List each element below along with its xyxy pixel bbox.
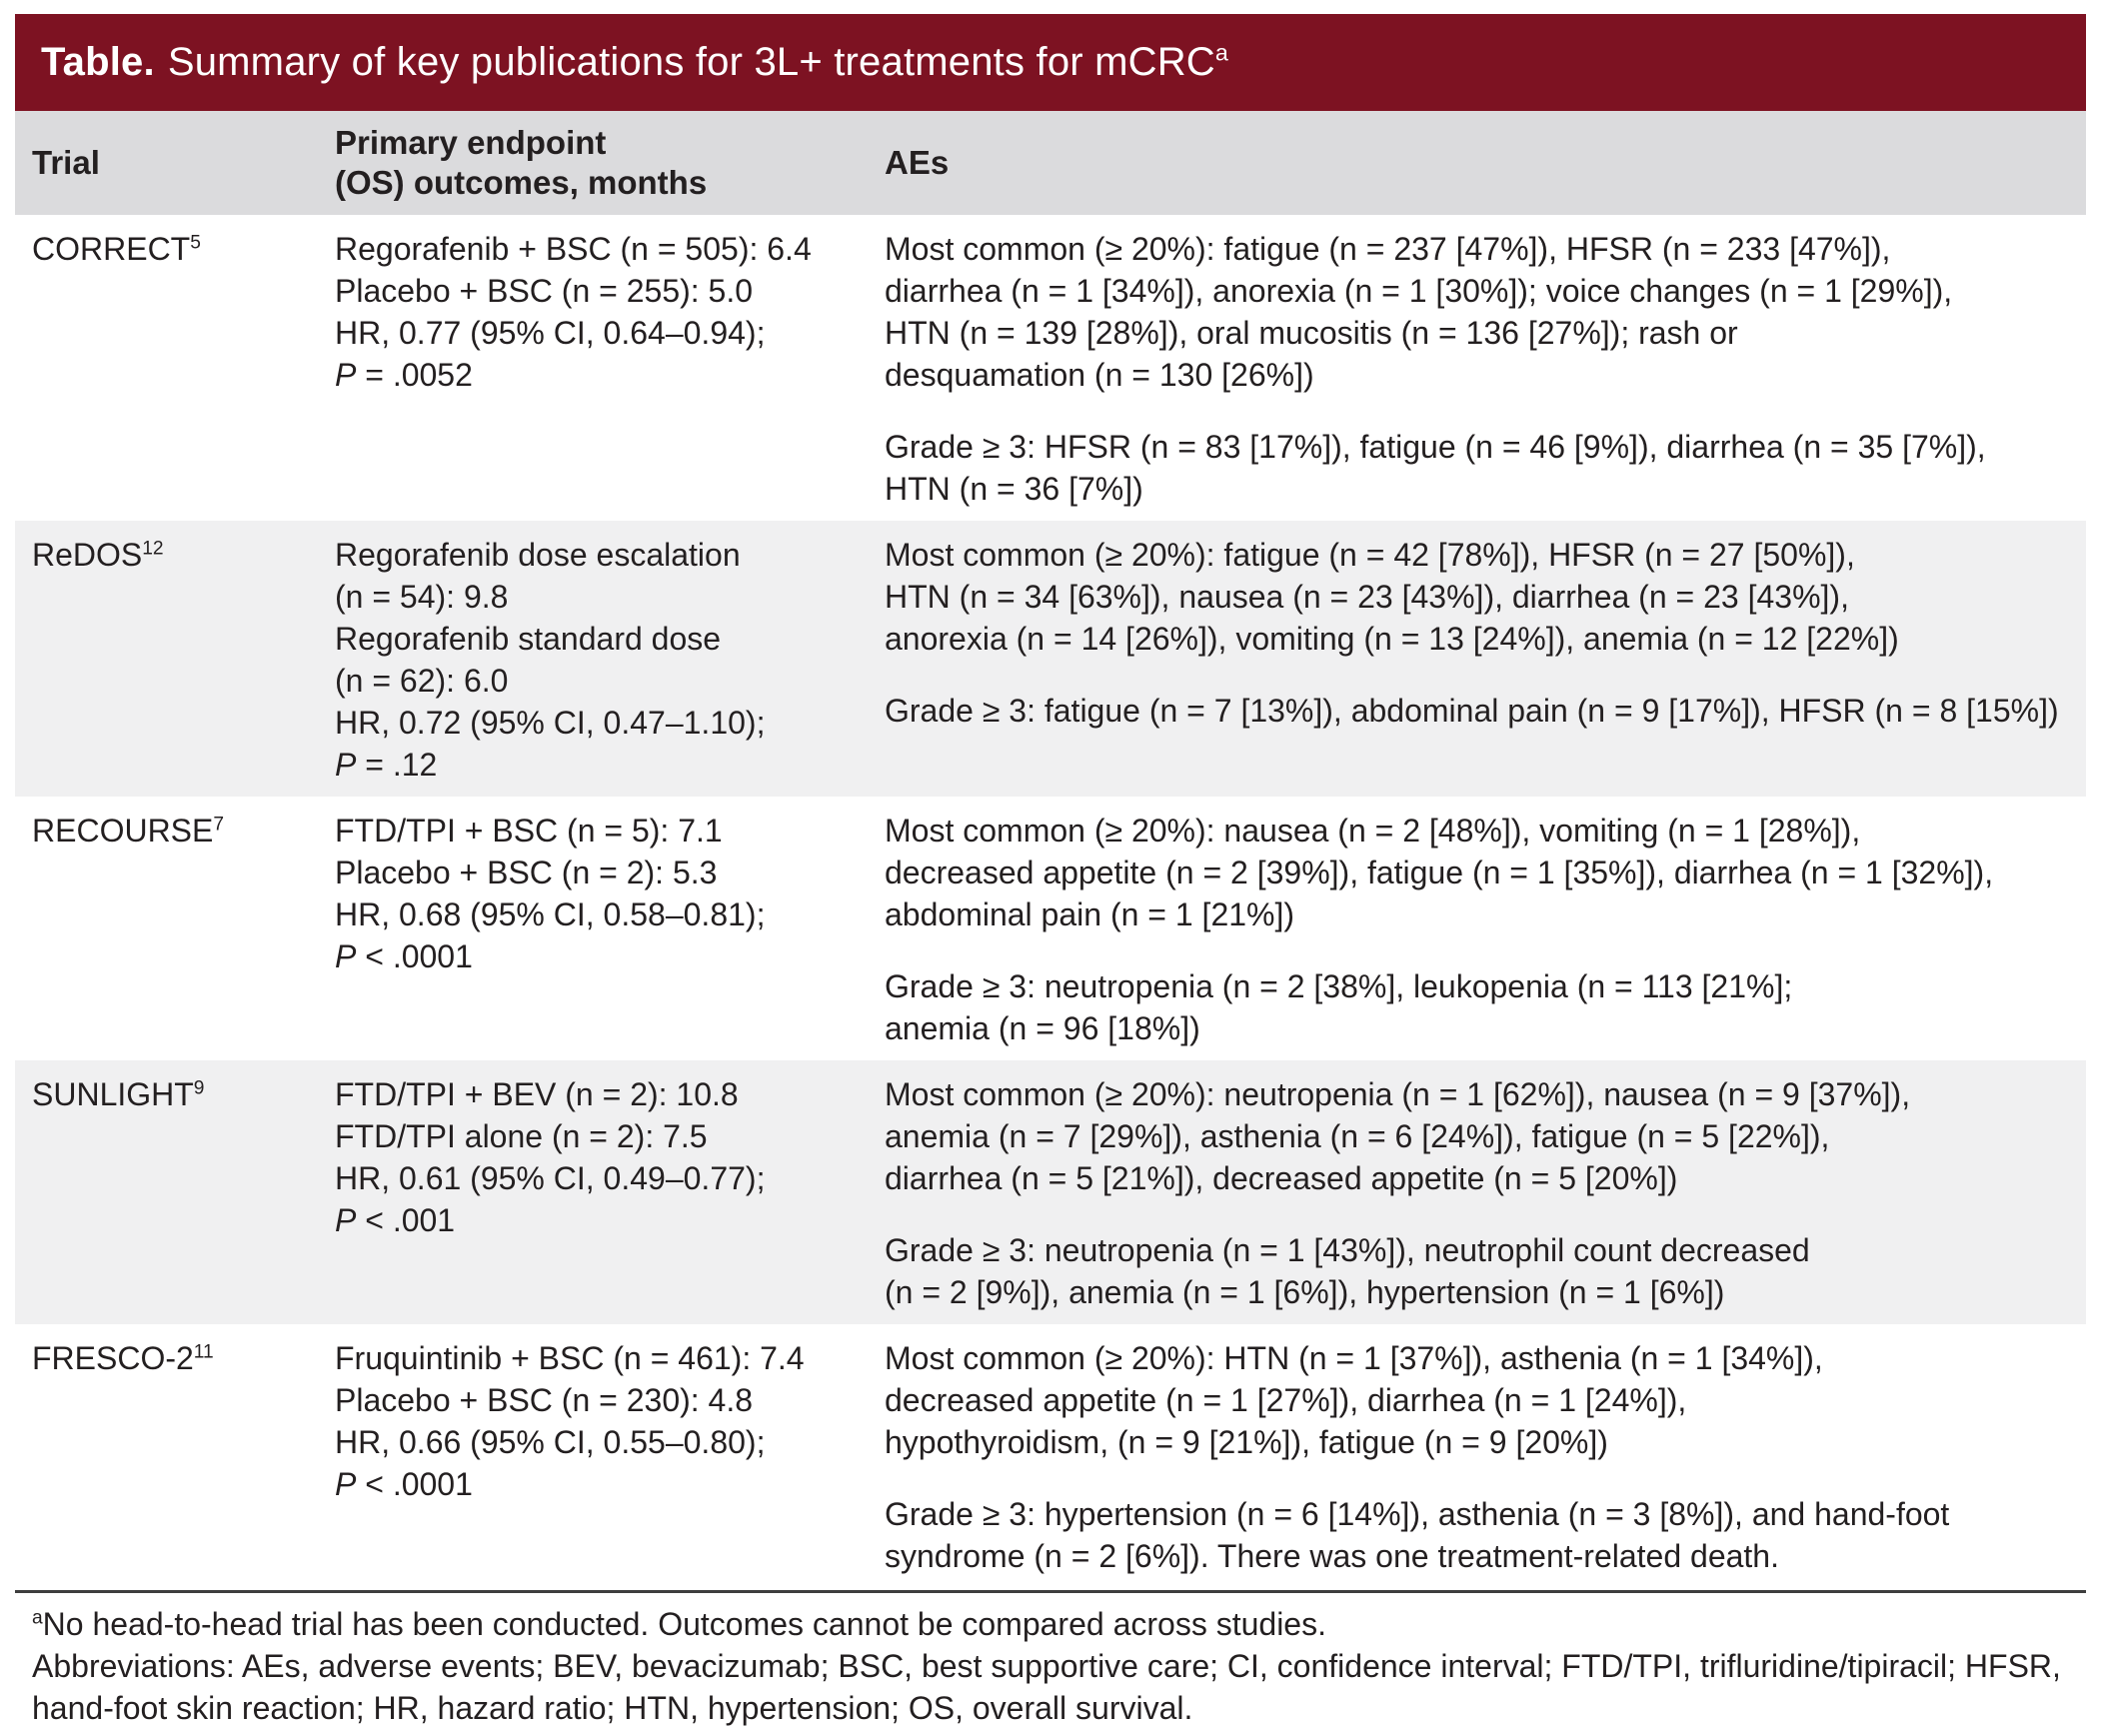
trial-name: ReDOS: [32, 537, 143, 573]
aes-cell: Most common (≥ 20%): HTN (n = 1 [37%]), …: [885, 1324, 2086, 1588]
aes-cell: Most common (≥ 20%): neutropenia (n = 1 …: [885, 1060, 2086, 1324]
column-header-aes: AEs: [885, 144, 950, 181]
column-header-endpoint-line2: (OS) outcomes, months: [335, 164, 708, 201]
table-body: CORRECT5 Regorafenib + BSC (n = 505): 6.4…: [15, 215, 2086, 1588]
column-header-endpoint-line1: Primary endpoint: [335, 124, 607, 161]
endpoint-line: HR, 0.61 (95% CI, 0.49–0.77);: [335, 1160, 766, 1196]
footnote-a-text: No head-to-head trial has been conducted…: [42, 1606, 1326, 1642]
table-row: ReDOS12 Regorafenib dose escalation (n = 5…: [15, 521, 2086, 797]
endpoint-cell: Regorafenib dose escalation (n = 54): 9.8…: [335, 521, 885, 797]
trial-name: SUNLIGHT: [32, 1076, 194, 1112]
table-container: Table. Summary of key publications for 3…: [15, 14, 2086, 1729]
table-title-label: Table.: [41, 40, 155, 84]
abbreviations-note: Abbreviations: AEs, adverse events; BEV,…: [32, 1648, 2061, 1726]
endpoint-line: Regorafenib dose escalation: [335, 537, 741, 573]
aes-paragraph: Most common (≥ 20%): nausea (n = 2 [48%]…: [885, 813, 1994, 932]
trial-cell: RECOURSE7: [15, 797, 335, 1060]
column-header-endpoint: Primary endpoint (OS) outcomes, months: [335, 111, 885, 215]
endpoint-line: Placebo + BSC (n = 255): 5.0: [335, 273, 754, 309]
endpoint-line: Placebo + BSC (n = 2): 5.3: [335, 855, 718, 890]
p-value-line: P = .12: [335, 747, 438, 783]
trial-reference-superscript: 9: [193, 1077, 205, 1099]
table-row: SUNLIGHT9 FTD/TPI + BEV (n = 2): 10.8 FTD/…: [15, 1060, 2086, 1324]
table-footnotes: aNo head-to-head trial has been conducte…: [15, 1590, 2086, 1729]
aes-paragraph: Grade ≥ 3: neutropenia (n = 1 [43%]), ne…: [885, 1232, 1810, 1310]
footnote-a-marker: a: [32, 1607, 43, 1629]
endpoint-cell: FTD/TPI + BSC (n = 5): 7.1 Placebo + BSC …: [335, 797, 885, 1060]
endpoint-cell: FTD/TPI + BEV (n = 2): 10.8 FTD/TPI alone…: [335, 1060, 885, 1324]
endpoint-line: HR, 0.68 (95% CI, 0.58–0.81);: [335, 896, 766, 932]
p-symbol: P: [335, 357, 357, 393]
endpoint-line: Regorafenib standard dose: [335, 621, 722, 657]
endpoint-line: (n = 62): 6.0: [335, 663, 509, 699]
trial-reference-superscript: 7: [213, 814, 225, 836]
table-row: CORRECT5 Regorafenib + BSC (n = 505): 6.4…: [15, 215, 2086, 521]
endpoint-line: HR, 0.72 (95% CI, 0.47–1.10);: [335, 705, 766, 741]
aes-paragraph: Most common (≥ 20%): HTN (n = 1 [37%]), …: [885, 1340, 1823, 1460]
endpoint-line: FTD/TPI + BSC (n = 5): 7.1: [335, 813, 723, 849]
trial-reference-superscript: 5: [190, 232, 201, 254]
trial-cell: ReDOS12: [15, 521, 335, 797]
aes-paragraph: Grade ≥ 3: HFSR (n = 83 [17%]), fatigue …: [885, 429, 1986, 507]
endpoint-line: FTD/TPI + BEV (n = 2): 10.8: [335, 1076, 739, 1112]
p-symbol: P: [335, 1466, 357, 1502]
trial-cell: CORRECT5: [15, 215, 335, 521]
table-title-bar: Table. Summary of key publications for 3…: [15, 14, 2086, 111]
trial-cell: SUNLIGHT9: [15, 1060, 335, 1324]
column-header-trial: Trial: [32, 144, 100, 181]
aes-cell: Most common (≥ 20%): nausea (n = 2 [48%]…: [885, 797, 2086, 1060]
p-value-line: P < .0001: [335, 938, 473, 974]
title-footnote-marker: a: [1214, 39, 1228, 66]
aes-paragraph: Grade ≥ 3: fatigue (n = 7 [13%]), abdomi…: [885, 693, 2059, 729]
aes-cell: Most common (≥ 20%): fatigue (n = 237 [4…: [885, 215, 2086, 521]
trial-name: CORRECT: [32, 231, 191, 267]
trial-name: RECOURSE: [32, 813, 214, 849]
aes-paragraph: Most common (≥ 20%): fatigue (n = 237 [4…: [885, 231, 1953, 393]
p-value-line: P < .0001: [335, 1466, 473, 1502]
endpoint-cell: Regorafenib + BSC (n = 505): 6.4 Placebo …: [335, 215, 885, 521]
endpoint-line: (n = 54): 9.8: [335, 579, 509, 615]
aes-paragraph: Grade ≥ 3: hypertension (n = 6 [14%]), a…: [885, 1496, 1950, 1574]
endpoint-line: Placebo + BSC (n = 230): 4.8: [335, 1382, 754, 1418]
table-header: Trial Primary endpoint (OS) outcomes, mo…: [15, 111, 2086, 215]
p-symbol: P: [335, 747, 357, 783]
endpoint-line: HR, 0.66 (95% CI, 0.55–0.80);: [335, 1424, 766, 1460]
table-row: FRESCO-211 Fruquintinib + BSC (n = 461): …: [15, 1324, 2086, 1588]
table-row: RECOURSE7 FTD/TPI + BSC (n = 5): 7.1 Place…: [15, 797, 2086, 1060]
p-value-line: P < .001: [335, 1202, 456, 1238]
table-title-text: Summary of key publications for 3L+ trea…: [167, 39, 1228, 84]
publications-table: Trial Primary endpoint (OS) outcomes, mo…: [15, 111, 2086, 1588]
trial-reference-superscript: 11: [193, 1341, 214, 1363]
endpoint-line: FTD/TPI alone (n = 2): 7.5: [335, 1118, 708, 1154]
p-symbol: P: [335, 1202, 357, 1238]
trial-cell: FRESCO-211: [15, 1324, 335, 1588]
endpoint-cell: Fruquintinib + BSC (n = 461): 7.4 Placebo…: [335, 1324, 885, 1588]
aes-paragraph: Most common (≥ 20%): fatigue (n = 42 [78…: [885, 537, 1899, 657]
trial-name: FRESCO-2: [32, 1340, 194, 1376]
endpoint-line: Fruquintinib + BSC (n = 461): 7.4: [335, 1340, 805, 1376]
p-symbol: P: [335, 938, 357, 974]
endpoint-line: Regorafenib + BSC (n = 505): 6.4: [335, 231, 812, 267]
endpoint-line: HR, 0.77 (95% CI, 0.64–0.94);: [335, 315, 766, 351]
trial-reference-superscript: 12: [142, 538, 164, 560]
aes-paragraph: Most common (≥ 20%): neutropenia (n = 1 …: [885, 1076, 1911, 1196]
aes-paragraph: Grade ≥ 3: neutropenia (n = 2 [38%], leu…: [885, 968, 1793, 1046]
p-value-line: P = .0052: [335, 357, 473, 393]
footnote-a: aNo head-to-head trial has been conducte…: [32, 1603, 2076, 1645]
aes-cell: Most common (≥ 20%): fatigue (n = 42 [78…: [885, 521, 2086, 797]
header-row: Trial Primary endpoint (OS) outcomes, mo…: [15, 111, 2086, 215]
